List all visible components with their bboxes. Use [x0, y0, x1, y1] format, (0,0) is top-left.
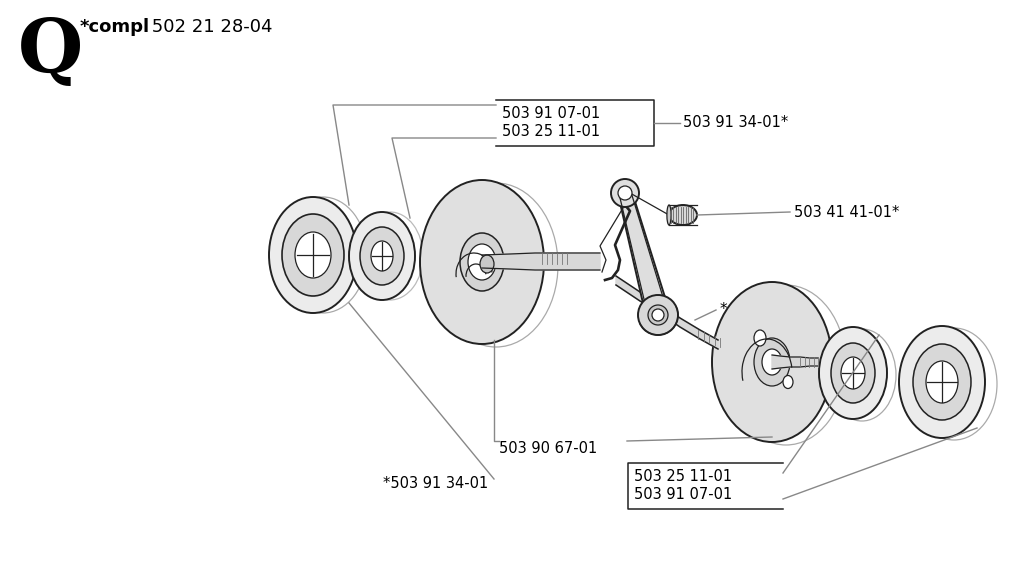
Text: Q: Q: [18, 15, 83, 88]
Ellipse shape: [611, 179, 639, 207]
Ellipse shape: [480, 255, 494, 273]
Ellipse shape: [295, 232, 331, 278]
Text: 503 91 07-01: 503 91 07-01: [502, 106, 600, 121]
Text: 503 90 67-01: 503 90 67-01: [499, 441, 597, 456]
Ellipse shape: [899, 326, 985, 438]
Ellipse shape: [460, 233, 504, 291]
Ellipse shape: [648, 305, 668, 325]
Ellipse shape: [269, 197, 357, 313]
Text: *compl: *compl: [80, 18, 151, 36]
Ellipse shape: [712, 282, 831, 442]
Text: 503 25 11-01: 503 25 11-01: [634, 469, 732, 484]
Text: 503 25 11-01: 503 25 11-01: [502, 124, 600, 139]
Text: 502 21 28-04: 502 21 28-04: [146, 18, 272, 36]
Text: 503 91 07-01: 503 91 07-01: [634, 487, 732, 502]
Ellipse shape: [841, 357, 865, 389]
Text: 503 41 41-01*: 503 41 41-01*: [794, 205, 899, 220]
Ellipse shape: [783, 375, 793, 388]
Text: *: *: [720, 302, 728, 317]
Polygon shape: [482, 253, 600, 270]
Ellipse shape: [282, 214, 344, 296]
Ellipse shape: [819, 327, 887, 419]
Polygon shape: [772, 355, 818, 369]
Ellipse shape: [831, 343, 874, 403]
Ellipse shape: [468, 244, 496, 280]
Ellipse shape: [360, 227, 404, 285]
Ellipse shape: [652, 309, 664, 321]
Ellipse shape: [349, 212, 415, 300]
Ellipse shape: [926, 361, 958, 403]
Ellipse shape: [913, 344, 971, 420]
Ellipse shape: [754, 330, 766, 346]
Ellipse shape: [669, 205, 697, 225]
Ellipse shape: [618, 186, 632, 200]
Polygon shape: [616, 276, 718, 349]
Ellipse shape: [638, 295, 678, 335]
Ellipse shape: [754, 338, 790, 386]
Polygon shape: [618, 191, 670, 318]
Ellipse shape: [371, 241, 393, 271]
Ellipse shape: [667, 205, 671, 225]
Ellipse shape: [420, 180, 544, 344]
Text: 503 91 34-01*: 503 91 34-01*: [683, 115, 788, 130]
Text: *503 91 34-01: *503 91 34-01: [383, 476, 488, 491]
Ellipse shape: [762, 349, 782, 375]
